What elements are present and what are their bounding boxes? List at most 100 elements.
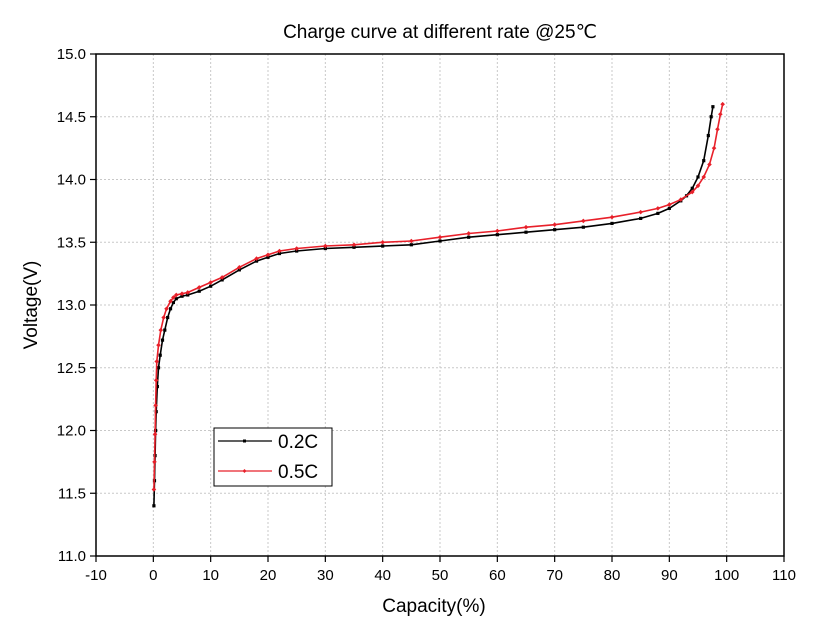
data-point-0.2C (553, 228, 557, 232)
data-point-0.2C (706, 133, 710, 138)
data-point-0.2C (277, 251, 282, 256)
data-point-0.5C (667, 202, 672, 207)
x-tick-label: 10 (202, 567, 219, 584)
data-point-0.5C (156, 342, 161, 348)
data-point-0.5C (380, 239, 385, 245)
data-point-0.5C (254, 256, 259, 261)
data-point-0.2C (467, 235, 471, 239)
data-point-0.2C (524, 230, 528, 234)
data-point-0.2C (163, 328, 167, 332)
data-point-0.5C (294, 246, 299, 251)
data-point-0.5C (437, 234, 443, 240)
legend: 0.2C 0.5C (213, 427, 333, 487)
data-point-0.5C (609, 214, 615, 220)
data-point-0.2C (180, 294, 184, 298)
x-tick-label: 100 (714, 567, 739, 584)
data-point-0.5C (185, 290, 191, 295)
data-point-0.5C (265, 252, 271, 258)
x-tick-label: 80 (604, 567, 621, 584)
legend-box (213, 427, 333, 487)
axes: -10 0 10 20 30 40 50 60 70 80 90 100 110 11.0 11.5 12.0… (57, 46, 796, 584)
data-point-0.5C (151, 487, 157, 492)
data-point-0.5C (695, 183, 701, 189)
data-point-0.5C (154, 359, 160, 364)
x-tick-label: 40 (374, 567, 391, 584)
data-point-0.5C (466, 231, 471, 236)
data-point-0.2C (381, 244, 385, 248)
data-point-0.5C (552, 222, 557, 227)
data-point-0.5C (208, 280, 213, 285)
y-tick-label: 12.0 (57, 423, 86, 440)
data-point-0.5C (161, 315, 166, 320)
legend-marker-0.2C (243, 439, 246, 443)
data-point-0.2C (323, 246, 327, 251)
legend-label-0.2C: 0.2C (278, 432, 318, 453)
y-tick-label: 13.5 (57, 234, 86, 251)
data-point-0.2C (702, 159, 706, 163)
data-point-0.2C (168, 307, 173, 311)
x-tick-label: 60 (489, 567, 506, 584)
legend-marker-0.5C (242, 469, 247, 473)
x-tick-label: 30 (317, 567, 334, 584)
legend-label-0.5C: 0.5C (278, 462, 318, 483)
data-point-0.5C (581, 218, 586, 224)
data-point-0.2C (266, 255, 270, 259)
data-point-0.2C (495, 233, 499, 237)
data-point-0.5C (718, 111, 723, 117)
data-point-0.5C (153, 403, 158, 408)
y-axis-label: Voltage(V) (21, 261, 42, 350)
data-point-0.5C (153, 378, 159, 383)
data-point-0.2C (438, 239, 442, 243)
data-point-0.5C (196, 285, 202, 290)
x-axis-label: Capacity(%) (382, 596, 485, 617)
data-point-0.2C (160, 338, 165, 342)
y-tick-label: 15.0 (57, 46, 86, 63)
data-point-0.2C (237, 268, 241, 272)
data-point-0.5C (173, 292, 179, 298)
data-point-0.5C (152, 459, 157, 465)
y-tick-label: 14.0 (57, 172, 86, 189)
series-layer (151, 101, 725, 508)
data-point-0.2C (711, 105, 715, 109)
data-point-0.5C (277, 248, 282, 254)
x-tick-label: 0 (149, 567, 157, 584)
series-line-0.5C (153, 104, 724, 490)
data-point-0.5C (351, 242, 357, 248)
y-tick-label: 11.5 (58, 485, 86, 502)
grid (96, 54, 784, 556)
data-point-0.2C (352, 245, 356, 249)
data-point-0.2C (610, 221, 614, 226)
chart-title: Charge curve at different rate @25℃ (283, 22, 597, 43)
data-point-0.5C (707, 162, 712, 167)
data-point-0.2C (581, 225, 585, 229)
y-tick-label: 13.0 (57, 297, 86, 314)
data-point-0.5C (237, 265, 242, 270)
data-point-0.5C (409, 238, 414, 244)
data-point-0.5C (152, 431, 158, 437)
data-point-0.2C (690, 186, 694, 190)
data-point-0.5C (158, 327, 164, 333)
data-point-0.5C (164, 306, 169, 312)
data-point-0.5C (171, 295, 176, 300)
data-point-0.5C (523, 224, 529, 230)
data-point-0.2C (295, 249, 299, 253)
y-tick-label: 11.0 (58, 548, 86, 565)
data-point-0.2C (156, 366, 161, 370)
data-point-0.2C (656, 211, 660, 215)
data-point-0.2C (220, 278, 224, 282)
data-point-0.5C (701, 174, 707, 180)
data-point-0.5C (678, 197, 684, 202)
data-point-0.2C (709, 115, 713, 119)
data-point-0.2C (696, 175, 700, 179)
data-point-0.2C (639, 216, 643, 221)
data-point-0.5C (638, 209, 643, 215)
data-point-0.2C (158, 353, 162, 357)
data-point-0.5C (179, 291, 185, 297)
x-tick-label: 70 (546, 567, 563, 584)
data-point-0.2C (171, 300, 175, 305)
data-point-0.2C (155, 384, 159, 389)
data-point-0.2C (166, 315, 170, 320)
series-line-0.2C (153, 106, 714, 506)
